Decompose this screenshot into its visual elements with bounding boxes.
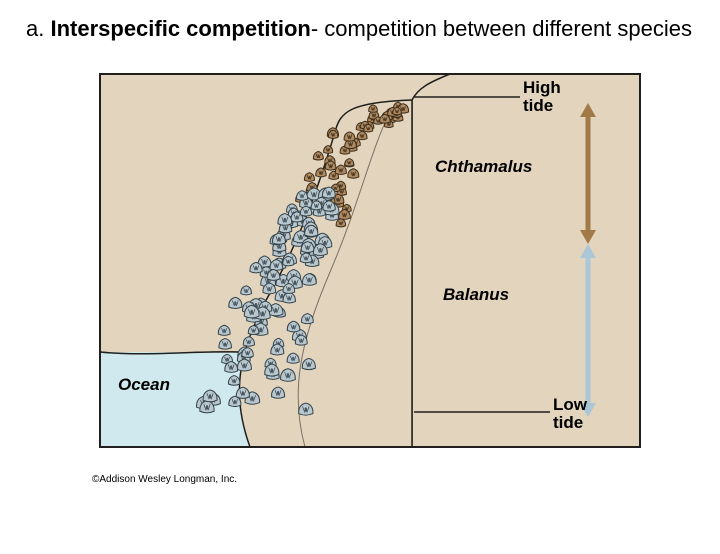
svg-text:Ocean: Ocean bbox=[118, 375, 170, 394]
heading-term: Interspecific competition bbox=[50, 16, 310, 41]
svg-text:Chthamalus: Chthamalus bbox=[435, 157, 532, 176]
svg-text:High: High bbox=[523, 78, 561, 97]
intertidal-diagram: HightideLowtideChthamalusBalanusOcean bbox=[90, 52, 650, 472]
heading-rest: - competition between different species bbox=[311, 16, 692, 41]
svg-text:Low: Low bbox=[553, 395, 588, 414]
heading: a. Interspecific competition- competitio… bbox=[26, 14, 704, 44]
svg-text:tide: tide bbox=[553, 413, 583, 432]
heading-prefix: a. bbox=[26, 16, 50, 41]
copyright-credit: ©Addison Wesley Longman, Inc. bbox=[92, 474, 720, 485]
svg-text:tide: tide bbox=[523, 96, 553, 115]
svg-text:Balanus: Balanus bbox=[443, 285, 509, 304]
